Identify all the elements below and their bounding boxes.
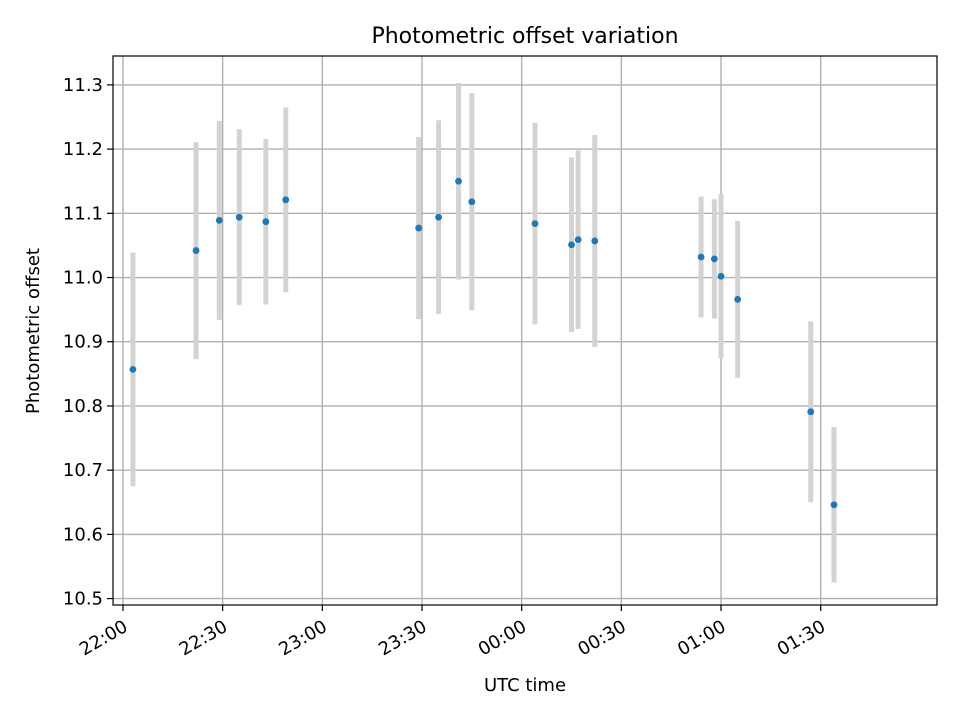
plot-area-frame xyxy=(112,55,938,606)
grid xyxy=(113,56,937,605)
data-point xyxy=(235,213,243,221)
y-tick-label: 10.9 xyxy=(63,332,103,353)
data-point xyxy=(717,272,725,280)
x-axis-label: UTC time xyxy=(484,675,566,696)
x-tick-label: 22:30 xyxy=(176,616,231,660)
y-tick-label: 11.2 xyxy=(63,139,103,160)
data-point xyxy=(734,295,742,303)
y-tick-label: 11.3 xyxy=(63,75,103,96)
data-point xyxy=(574,236,582,244)
data-point xyxy=(697,253,705,261)
data-point xyxy=(282,196,290,204)
data-point xyxy=(192,247,200,254)
data-point xyxy=(830,501,838,509)
data-point xyxy=(468,198,476,206)
x-tick-label: 00:00 xyxy=(475,616,530,660)
data-point xyxy=(455,177,462,185)
y-tick-label: 11.0 xyxy=(63,268,103,289)
ticks: 22:00 22:30 23:00 23:30 00:00 00:30 01:00 01:30… xyxy=(63,75,829,660)
data-point xyxy=(807,408,815,416)
data-point xyxy=(435,213,443,221)
error-bars xyxy=(130,82,837,583)
chart-title: Photometric offset variation xyxy=(371,24,678,49)
data-point xyxy=(262,218,270,226)
data-point xyxy=(591,237,599,245)
data-point xyxy=(415,224,423,232)
y-tick-label: 11.1 xyxy=(63,203,103,224)
x-tick-label: 23:30 xyxy=(375,616,430,660)
x-tick-label: 01:00 xyxy=(674,616,729,660)
y-tick-label: 10.6 xyxy=(63,524,103,545)
data-point xyxy=(568,241,575,249)
x-tick-label: 23:00 xyxy=(275,616,330,660)
y-tick-label: 10.8 xyxy=(63,396,103,417)
data-point xyxy=(531,220,539,227)
data-point xyxy=(215,216,223,224)
x-tick-label: 00:30 xyxy=(574,616,629,660)
data-point xyxy=(129,365,137,373)
y-axis-label: Photometric offset xyxy=(23,248,44,414)
x-tick-label: 01:30 xyxy=(774,616,829,660)
data-points xyxy=(129,177,838,509)
x-tick-label: 22:00 xyxy=(76,616,131,660)
y-tick-label: 10.7 xyxy=(63,460,103,481)
data-point xyxy=(710,255,718,263)
y-tick-label: 10.5 xyxy=(63,589,103,610)
